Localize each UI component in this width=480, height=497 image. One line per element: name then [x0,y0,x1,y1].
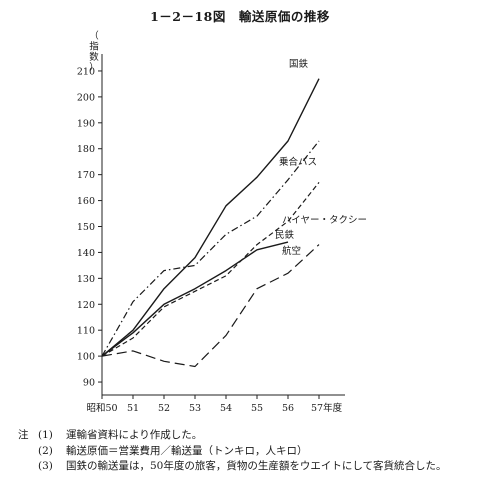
series-label: 民鉄 [275,229,295,241]
y-tick-label: 100 [77,352,95,363]
x-tick-label: 55 [251,403,263,414]
y-tick-label: 150 [77,222,95,233]
y-tick-label: 210 [77,66,95,77]
y-tick-label: 130 [77,274,95,285]
series-label: 航空 [282,245,301,257]
axis-ticks: （指数） 90 100 110 120 130 140 150 160 170 180 190 200 2… [77,30,343,414]
series-line [101,78,320,357]
y-axis-label: （指数） [89,30,99,74]
chart-axes [101,54,345,396]
series-line [101,182,320,357]
y-tick-label: 120 [77,300,95,311]
note-head: 注 [18,429,29,441]
note-number: (3) [38,460,53,472]
y-tick-label: 180 [77,144,95,155]
x-tick-label: 53 [189,403,201,414]
note-row: 注 (1) 運輸省資料により作成した。 [18,428,474,444]
note-text: 運輸省資料により作成した。 [66,429,203,441]
series-line [101,244,320,368]
y-tick-label: 160 [77,196,95,207]
series-label: ハイヤー・タクシー [282,215,367,226]
y-tick-label: 90 [83,378,95,389]
x-tick-label: 昭和50 [86,403,117,414]
series-line [101,140,320,357]
y-tick-label: 110 [77,326,95,337]
x-tick-label: 52 [158,403,170,414]
note-text: 輸送原価＝営業費用／輸送量（トンキロ，人キロ） [66,444,308,457]
series-lines [101,78,320,368]
x-tick-label: 54 [220,403,232,414]
note-row: (2) 輸送原価＝営業費用／輸送量（トンキロ，人キロ） [18,444,474,460]
series-label: 国鉄 [289,58,309,70]
x-tick-label: 51 [127,403,139,414]
chart-title: 1－2－18図 輸送原価の推移 [150,9,330,24]
line-chart: （指数） 90 100 110 120 130 140 150 160 170 180 190 200 2… [77,30,367,414]
chart-notes: 注 (1) 運輸省資料により作成した。 (2) 輸送原価＝営業費用／輸送量（トン… [18,428,474,475]
note-row: (3) 国鉄の輸送量は，50年度の旅客，貨物の生産額をウエイトにして客貨統合した… [18,459,474,475]
note-number: (1) [38,429,53,441]
series-line [101,241,289,357]
y-tick-label: 170 [77,170,95,181]
y-tick-label: 190 [77,118,95,129]
y-tick-label: 200 [77,92,95,103]
note-text: 国鉄の輸送量は，50年度の旅客，貨物の生産額をウエイトにして客貨統合した。 [66,460,447,472]
note-number: (2) [38,444,53,457]
series-label: 乗合バス [279,156,317,168]
x-tick-label: 57年度 [311,402,343,414]
x-tick-label: 56 [282,403,294,414]
y-tick-label: 140 [77,248,95,259]
